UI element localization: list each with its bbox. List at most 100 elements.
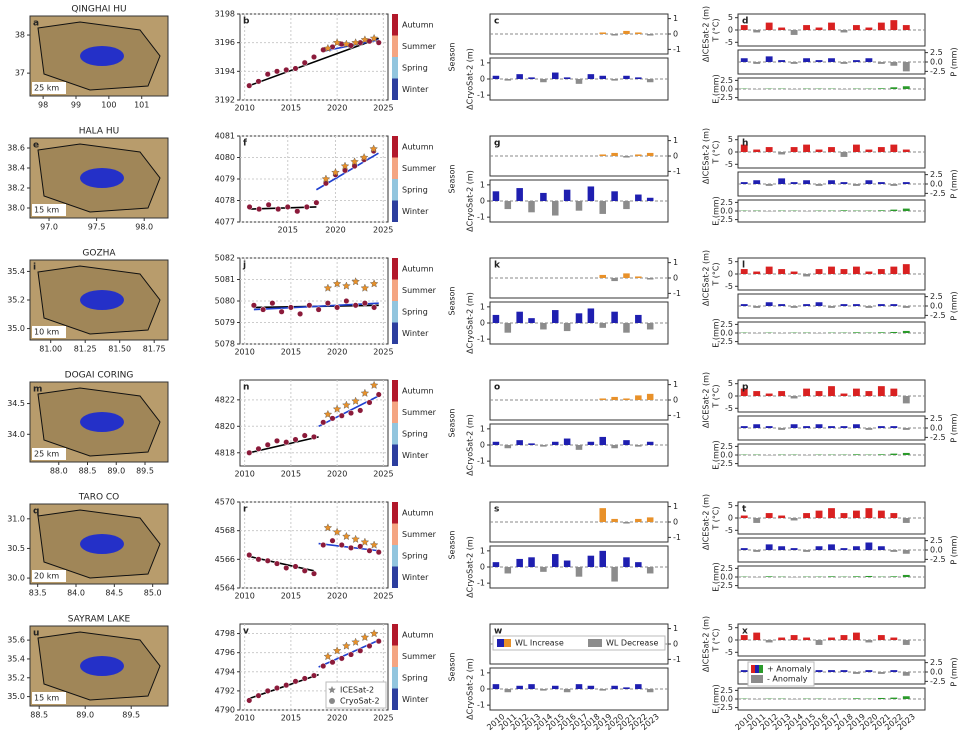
bar: [828, 306, 835, 308]
bar: [877, 304, 885, 306]
bar: [646, 517, 654, 522]
bar: [778, 428, 786, 430]
colorbar-segment: [392, 35, 398, 57]
bar: [646, 393, 654, 400]
y-tick-label: 1: [673, 380, 678, 389]
bar: [492, 441, 500, 445]
bar: [611, 685, 618, 689]
bar: [790, 271, 798, 274]
cryosat-point: [283, 682, 290, 689]
panel-letter: e: [33, 141, 39, 151]
bar: [635, 314, 642, 323]
bar: [865, 542, 873, 550]
y-axis-label: P (mm): [950, 413, 959, 442]
bar: [815, 546, 823, 550]
bar: [623, 201, 630, 210]
y-tick-label: 3196: [215, 38, 235, 47]
bar: [865, 640, 873, 643]
y-tick-label: -2.5: [930, 67, 946, 76]
bar: [902, 330, 910, 333]
y-tick-label: 4792: [215, 686, 235, 695]
panel-letter: x: [742, 627, 748, 637]
y-axis-label: P (mm): [950, 535, 959, 564]
x-tick-label: 2025: [373, 226, 393, 235]
bar: [587, 555, 595, 567]
bar: [599, 32, 606, 34]
colorbar-label: Summer: [402, 652, 437, 661]
legend-icon: [751, 665, 755, 673]
bar: [865, 27, 873, 30]
panel-letter: t: [742, 505, 747, 515]
panel-letter: o: [494, 383, 500, 393]
bar: [778, 152, 786, 155]
bar: [890, 576, 898, 577]
x-tick-label: 84.0: [67, 589, 85, 598]
y-tick-label: 0.0: [930, 302, 943, 311]
y-tick-label: 1: [480, 180, 485, 189]
y-axis-label: P (mm): [950, 169, 959, 198]
y-tick-label: 4798: [215, 629, 235, 638]
y-axis-label: ΔICESat-2 (m): [702, 616, 711, 672]
colorbar-segment: [392, 200, 398, 222]
cryosat-point: [371, 304, 378, 311]
bar: [778, 27, 786, 30]
x-tick-label: 98.0: [135, 223, 153, 232]
cryosat-point: [284, 203, 291, 210]
panel-letter: m: [33, 385, 42, 395]
y-tick-label: 38.0: [7, 204, 25, 213]
y-tick-label: 0.0: [930, 546, 943, 555]
bar: [840, 269, 848, 274]
bar: [840, 670, 848, 672]
cryosat-point: [375, 391, 382, 398]
cryosat-point: [278, 308, 285, 315]
bar: [790, 306, 798, 308]
bar: [902, 149, 910, 152]
colorbar-label: Autumn: [402, 386, 434, 395]
y-tick-label: 5: [728, 13, 733, 22]
bar: [853, 144, 860, 152]
bar: [778, 304, 786, 306]
bar: [635, 32, 642, 34]
bar: [890, 184, 898, 186]
bar: [575, 684, 583, 689]
panel-letter: u: [33, 629, 39, 639]
bar: [540, 445, 547, 447]
cryosat-point: [292, 436, 299, 443]
bar: [890, 550, 898, 552]
x-tick-label: 88.5: [79, 467, 97, 476]
y-tick-label: 35.2: [7, 296, 25, 305]
bar: [646, 278, 654, 280]
colorbar-label: Autumn: [402, 264, 434, 273]
cryosat-point: [264, 441, 271, 448]
y-tick-label: 0.0: [720, 573, 733, 582]
y-tick-label: 5082: [215, 254, 235, 263]
colorbar-segment: [392, 688, 398, 710]
bar: [516, 74, 523, 79]
y-tick-label: 0: [728, 270, 733, 279]
colorbar-label: Winter: [402, 695, 429, 704]
plot-frame: [239, 379, 389, 467]
bar: [765, 56, 773, 62]
legend-icon: [755, 665, 759, 673]
y-tick-label: 0: [673, 152, 678, 161]
cryosat-point: [320, 541, 327, 549]
y-tick-label: -1: [477, 579, 485, 588]
x-tick-label: 2015: [281, 104, 301, 113]
colorbar-segment: [392, 57, 398, 79]
cryosat-point: [260, 306, 267, 313]
bar: [902, 182, 910, 184]
y-tick-label: -5: [725, 404, 733, 413]
bar: [803, 180, 810, 184]
panel-letter: d: [742, 17, 748, 27]
bar: [840, 62, 848, 64]
bar: [599, 75, 606, 79]
bar: [877, 22, 885, 30]
y-tick-label: 0.0: [720, 85, 733, 94]
bar: [528, 557, 535, 567]
scale-label: 25 km: [34, 84, 59, 93]
y-tick-label: 1: [480, 302, 485, 311]
y-tick-label: 0: [673, 518, 678, 527]
bar: [828, 576, 835, 577]
bar: [611, 152, 618, 156]
bar: [492, 562, 500, 567]
